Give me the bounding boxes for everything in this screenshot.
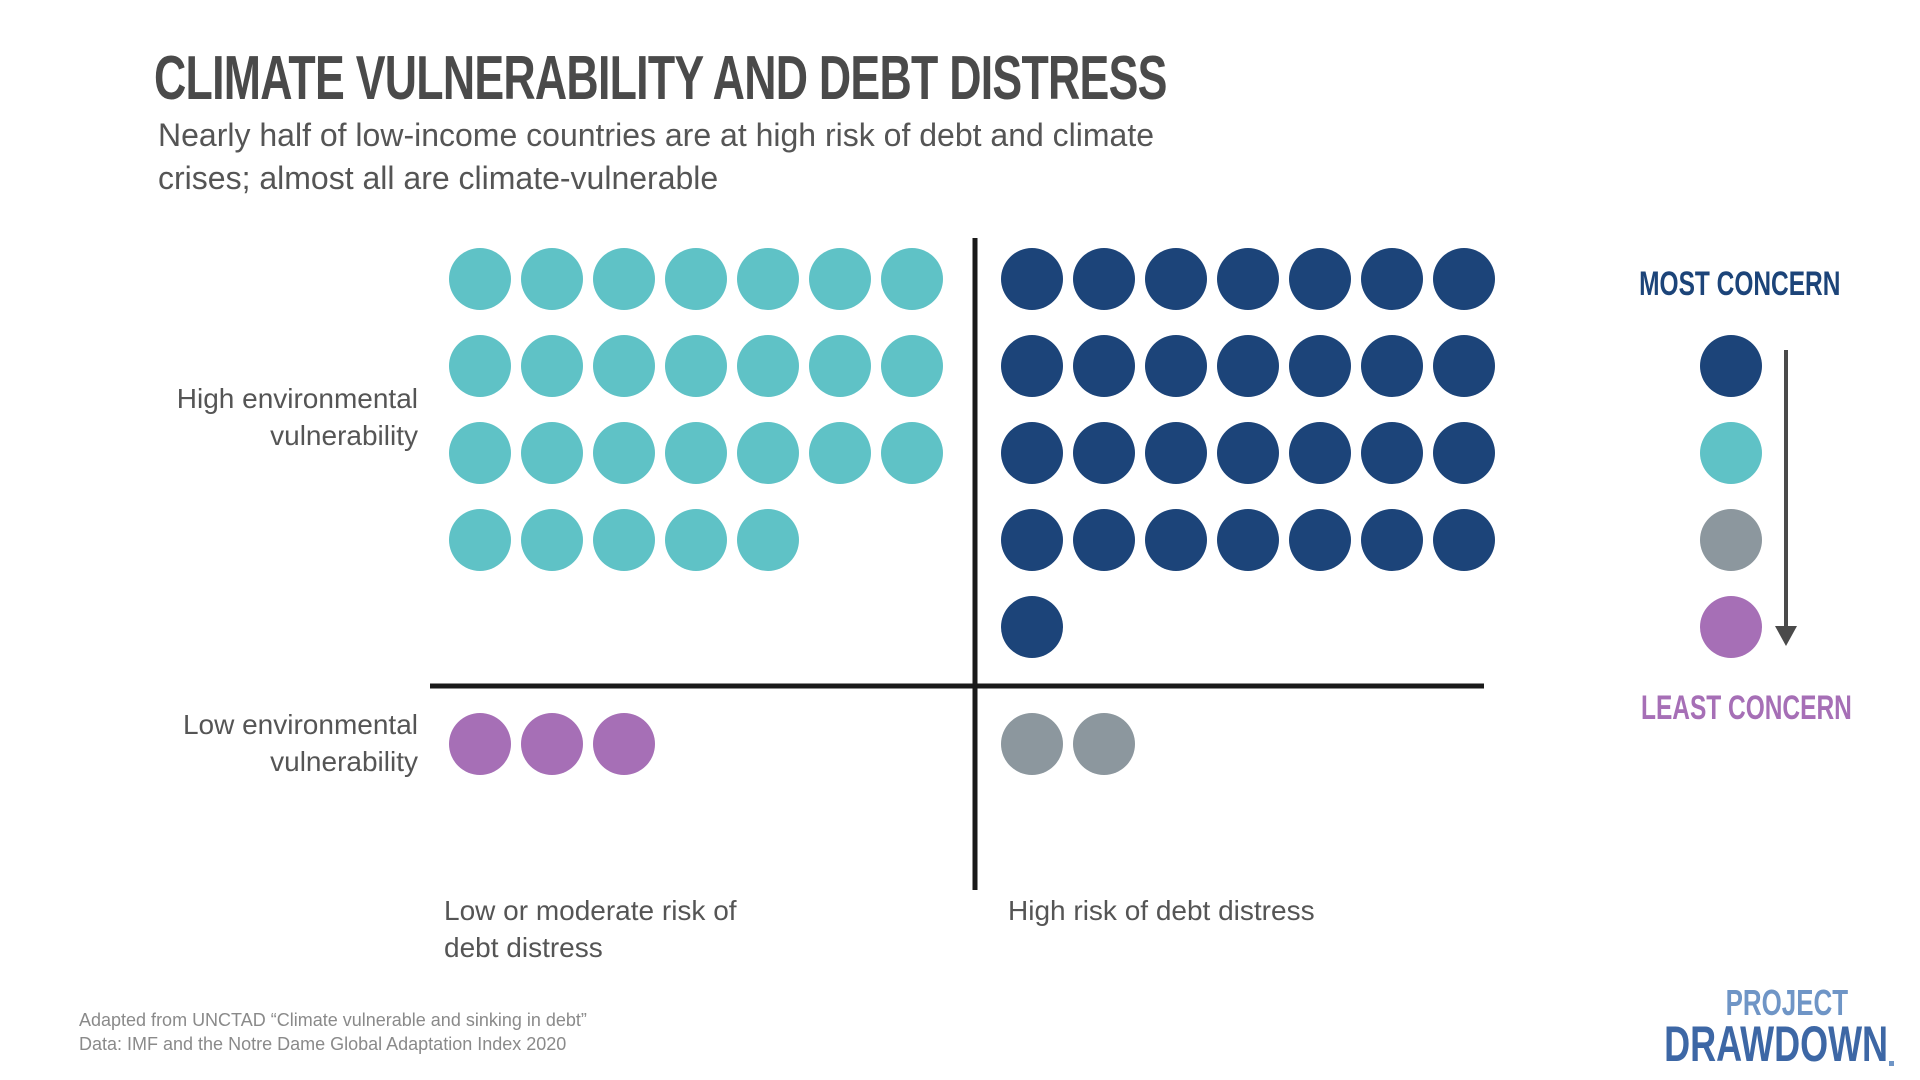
country-dot xyxy=(1145,335,1207,397)
column-label-high-risk: High risk of debt distress xyxy=(1008,895,1315,926)
country-dot xyxy=(1001,248,1063,310)
country-dot xyxy=(1001,509,1063,571)
source-note: Adapted from UNCTAD “Climate vulnerable … xyxy=(79,1008,587,1056)
country-dot xyxy=(521,509,583,571)
legend-dot-2 xyxy=(1700,509,1762,571)
dot-group-r0-c0 xyxy=(449,248,943,571)
country-dot xyxy=(1217,422,1279,484)
country-dot xyxy=(1001,713,1063,775)
chart-title: CLIMATE VULNERABILITY AND DEBT DISTRESS xyxy=(154,44,1167,113)
legend-dot-3 xyxy=(1700,596,1762,658)
country-dot xyxy=(737,509,799,571)
country-dot xyxy=(737,422,799,484)
country-dot xyxy=(1217,509,1279,571)
country-dot xyxy=(1361,509,1423,571)
country-dot xyxy=(809,248,871,310)
country-dot xyxy=(1073,248,1135,310)
source-line-1: Adapted from UNCTAD “Climate vulnerable … xyxy=(79,1010,587,1030)
country-dot xyxy=(449,248,511,310)
country-dot xyxy=(1433,509,1495,571)
country-dot xyxy=(593,713,655,775)
legend-least-concern-label: LEAST CONCERN xyxy=(1640,689,1852,727)
country-dot xyxy=(665,422,727,484)
logo-line-project: PROJECT xyxy=(1725,982,1848,1023)
country-dot xyxy=(1001,335,1063,397)
dot-group-r1-c0 xyxy=(449,713,655,775)
dot-group-r0-c1 xyxy=(1001,248,1495,658)
chart-subtitle: Nearly half of low-income countries are … xyxy=(158,117,1155,196)
country-dot xyxy=(1145,248,1207,310)
legend-dot-1 xyxy=(1700,422,1762,484)
country-dot xyxy=(665,335,727,397)
country-dot xyxy=(593,422,655,484)
legend-dots xyxy=(1700,335,1762,658)
country-dot xyxy=(593,248,655,310)
country-dot xyxy=(809,422,871,484)
legend-most-concern-label: MOST CONCERN xyxy=(1639,265,1841,303)
country-dot xyxy=(665,248,727,310)
dot-groups xyxy=(449,248,1495,775)
country-dot xyxy=(449,335,511,397)
country-dot xyxy=(593,335,655,397)
legend-arrow-head xyxy=(1775,626,1797,646)
country-dot xyxy=(1361,248,1423,310)
country-dot xyxy=(737,335,799,397)
country-dot xyxy=(1001,422,1063,484)
country-dot xyxy=(1289,248,1351,310)
country-dot xyxy=(1145,509,1207,571)
row-label-low-vulnerability: Low environmental vulnerability xyxy=(182,709,418,777)
project-drawdown-logo: PROJECT DRAWDOWN xyxy=(1664,982,1894,1069)
country-dot xyxy=(521,713,583,775)
country-dot xyxy=(449,422,511,484)
legend-dot-0 xyxy=(1700,335,1762,397)
source-line-2: Data: IMF and the Notre Dame Global Adap… xyxy=(79,1034,567,1054)
country-dot xyxy=(1217,335,1279,397)
country-dot xyxy=(881,248,943,310)
country-dot xyxy=(1289,422,1351,484)
logo-dot xyxy=(1889,1061,1894,1066)
country-dot xyxy=(1073,422,1135,484)
row-label-high-vulnerability: High environmental vulnerability xyxy=(176,383,418,451)
country-dot xyxy=(1289,509,1351,571)
country-dot xyxy=(449,713,511,775)
country-dot xyxy=(1289,335,1351,397)
country-dot xyxy=(737,248,799,310)
country-dot xyxy=(809,335,871,397)
country-dot xyxy=(1217,248,1279,310)
country-dot xyxy=(881,335,943,397)
country-dot xyxy=(521,422,583,484)
country-dot xyxy=(1433,422,1495,484)
country-dot xyxy=(449,509,511,571)
country-dot xyxy=(1361,422,1423,484)
country-dot xyxy=(1073,713,1135,775)
country-dot xyxy=(1433,248,1495,310)
column-label-low-moderate-risk: Low or moderate risk of debt distress xyxy=(444,895,737,963)
country-dot xyxy=(1433,335,1495,397)
dot-group-r1-c1 xyxy=(1001,713,1135,775)
country-dot xyxy=(1145,422,1207,484)
country-dot xyxy=(1361,335,1423,397)
country-dot xyxy=(593,509,655,571)
logo-line-drawdown: DRAWDOWN xyxy=(1664,1016,1888,1072)
country-dot xyxy=(881,422,943,484)
country-dot xyxy=(665,509,727,571)
country-dot xyxy=(521,248,583,310)
country-dot xyxy=(1073,509,1135,571)
country-dot xyxy=(1073,335,1135,397)
country-dot xyxy=(521,335,583,397)
country-dot xyxy=(1001,596,1063,658)
